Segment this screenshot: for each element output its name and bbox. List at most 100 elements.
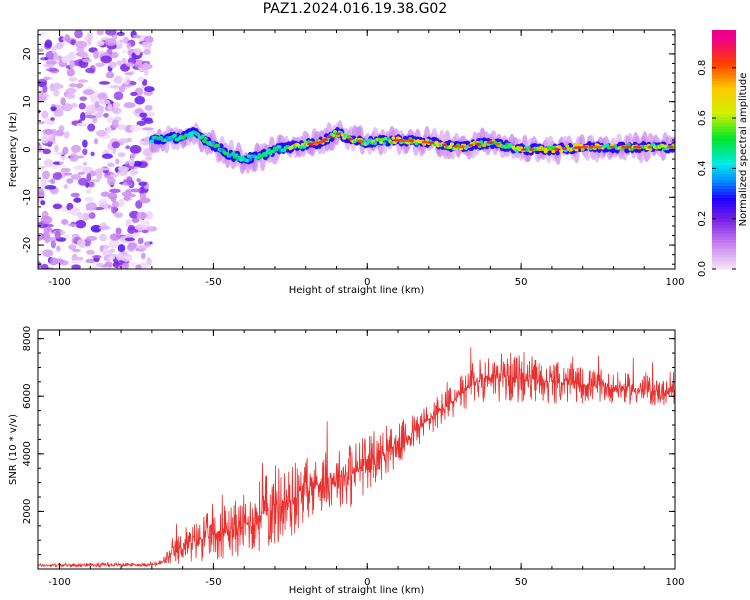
noise-blob — [76, 256, 84, 261]
noise-blob — [111, 119, 119, 129]
noise-blob — [131, 232, 140, 238]
noise-blob — [121, 83, 133, 87]
noise-blob — [125, 145, 131, 150]
ridge-peak — [459, 145, 465, 148]
noise-blob — [67, 209, 79, 214]
noise-blob — [121, 191, 133, 197]
ridge-core — [196, 132, 201, 137]
noise-blob — [140, 220, 151, 227]
ridge-core — [449, 142, 454, 146]
noise-blob — [111, 205, 117, 214]
ridge-peak — [486, 141, 492, 144]
noise-blob — [146, 156, 152, 161]
noise-blob — [134, 166, 139, 171]
noise-blob — [116, 31, 125, 36]
ridge-core — [203, 136, 208, 141]
noise-blob — [103, 112, 109, 118]
noise-blob — [59, 161, 65, 165]
x-tick-label: 100 — [665, 577, 684, 588]
ridge-peak — [316, 141, 322, 144]
ridge-core — [551, 149, 556, 154]
noise-blob — [111, 201, 120, 208]
ridge-core — [557, 145, 562, 149]
noise-blob — [72, 248, 81, 253]
colorbar-segment — [712, 38, 736, 43]
noise-blob — [82, 139, 88, 148]
y-tick-label: -10 — [22, 189, 33, 205]
ridge-peak — [554, 147, 560, 151]
noise-blob — [107, 256, 115, 260]
colorbar-segment — [712, 149, 736, 154]
noise-blob — [50, 106, 57, 112]
noise-blob — [54, 144, 59, 152]
ridge-peak — [397, 138, 403, 142]
noise-blob — [50, 240, 56, 249]
noise-blob — [140, 252, 146, 260]
ridge-peak — [409, 139, 415, 143]
noise-blob — [76, 47, 85, 53]
noise-blob — [126, 176, 133, 186]
noise-blob — [108, 61, 117, 69]
noise-blob — [44, 39, 53, 49]
noise-blob — [130, 262, 138, 268]
noise-blob — [79, 51, 89, 59]
noise-blob — [69, 154, 79, 162]
ridge-core — [263, 153, 268, 157]
ridge-peak — [583, 145, 589, 149]
ridge-core — [660, 143, 665, 148]
noise-blob — [52, 89, 60, 97]
noise-blob — [51, 45, 57, 54]
noise-blob — [121, 57, 127, 65]
noise-blob — [107, 205, 112, 209]
y-tick-label: 4000 — [22, 441, 33, 466]
noise-blob — [114, 75, 123, 84]
noise-blob — [54, 151, 66, 155]
noise-blob — [99, 245, 104, 253]
noise-blob — [42, 132, 54, 141]
colorbar-segment — [712, 143, 736, 148]
noise-blob — [41, 110, 49, 119]
noise-blob — [79, 96, 88, 101]
noise-blob — [117, 152, 126, 158]
ridge-peak — [327, 135, 333, 139]
ridge-core — [245, 158, 250, 163]
ridge-core — [391, 136, 396, 140]
noise-blob — [144, 86, 155, 93]
y-tick-label: 0 — [22, 146, 33, 152]
noise-blob — [109, 248, 116, 253]
noise-blob — [85, 67, 95, 74]
noise-blob — [50, 117, 55, 121]
noise-blob — [42, 85, 48, 93]
noise-blob — [61, 55, 73, 64]
colorbar-segment — [712, 32, 736, 37]
noise-blob — [85, 249, 95, 255]
noise-blob — [98, 81, 111, 85]
ridge-core — [360, 142, 365, 146]
x-tick-label: 50 — [515, 277, 528, 288]
noise-blob — [52, 203, 62, 210]
noise-blob — [77, 211, 82, 219]
colorbar-segment — [712, 158, 736, 163]
noise-blob — [128, 157, 135, 167]
colorbar-segment — [712, 230, 736, 234]
noise-blob — [71, 102, 78, 108]
noise-blob — [44, 185, 57, 190]
noise-blob — [125, 219, 132, 227]
y-tick-label: 6000 — [22, 384, 33, 409]
noise-blob — [71, 264, 82, 269]
noise-blob — [129, 144, 142, 154]
colorbar-tick-label: 0.0 — [697, 261, 708, 277]
noise-blob — [117, 244, 126, 253]
colorbar-segment — [712, 146, 736, 151]
noise-blob — [145, 210, 154, 220]
colorbar-segment — [712, 80, 736, 85]
x-tick-label: 0 — [364, 277, 370, 288]
noise-blob — [76, 122, 88, 127]
noise-blob — [109, 174, 119, 178]
ridge-peak — [668, 145, 674, 149]
noise-blob — [53, 53, 59, 61]
noise-blob — [70, 173, 82, 180]
noise-blob — [64, 34, 71, 42]
